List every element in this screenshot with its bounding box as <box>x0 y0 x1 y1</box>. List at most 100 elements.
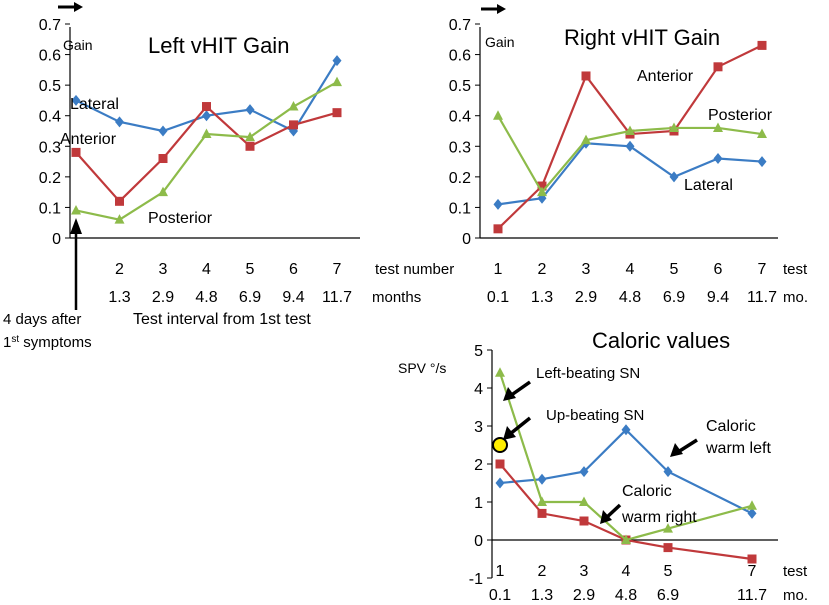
data-point-left-beating-sn <box>621 534 631 544</box>
data-point-posterior <box>757 128 767 139</box>
data-point-posterior <box>581 134 591 145</box>
right-series-group <box>493 40 767 234</box>
data-point-caloric-warm-left <box>495 477 505 489</box>
right-label-anterior: Anterior <box>637 68 694 85</box>
y-tick-label: 4 <box>474 381 483 398</box>
x-month-label: 4.8 <box>195 289 217 306</box>
x-month-label: 4.8 <box>615 587 637 604</box>
caloric-label-warm-left-1: Caloric <box>706 418 756 435</box>
left-y-ticks: 0 0.1 0.2 0.3 0.4 0.5 0.6 0.7 <box>39 17 70 248</box>
caloric-chart-title: Caloric values <box>592 328 730 353</box>
caloric-y-label: SPV °/s <box>398 360 446 376</box>
x-tick-label: 1 <box>494 261 503 278</box>
x-tick-label: 4 <box>622 563 631 580</box>
x-month-label: 2.9 <box>575 289 597 306</box>
up-beating-sn-marker <box>492 437 508 453</box>
data-point-caloric-warm-right <box>537 508 547 518</box>
data-point-posterior <box>537 186 547 197</box>
x-month-label: 1.3 <box>531 587 553 604</box>
x-month-label: 1.3 <box>108 289 130 306</box>
warm-left-arrow-icon <box>670 438 698 457</box>
data-point-lateral <box>202 110 211 122</box>
right-x-caption-test: test <box>783 261 808 278</box>
x-tick-label: 3 <box>159 261 168 278</box>
data-point-caloric-warm-left <box>747 507 757 519</box>
x-month-label: 6.9 <box>239 289 261 306</box>
x-month-label: 1.3 <box>531 289 553 306</box>
data-point-lateral <box>669 171 679 183</box>
left-direction-arrow-icon <box>58 2 83 12</box>
caloric-x-ticks: 1 0.1 2 1.3 3 2.9 4 4.8 5 6.9 7 11.7 <box>489 563 767 604</box>
y-tick-label: 0.6 <box>449 48 471 65</box>
data-point-posterior <box>713 122 723 132</box>
left-y-label: Gain <box>63 37 93 53</box>
y-tick-label: -1 <box>469 571 483 588</box>
data-point-lateral <box>71 94 81 106</box>
y-tick-label: 0 <box>474 533 483 550</box>
y-tick-label: 0.7 <box>39 17 61 34</box>
x-month-label: 11.7 <box>322 289 352 306</box>
x-tick-label: 3 <box>580 563 589 580</box>
data-point-anterior <box>245 141 255 151</box>
caloric-series-group <box>492 367 757 564</box>
x-month-label: 2.9 <box>573 587 595 604</box>
data-point-posterior <box>625 125 635 135</box>
left-vhit-panel: Left vHIT Gain Gain 00.10.20.30.40.50.60… <box>3 2 454 351</box>
left-label-anterior: Anterior <box>60 131 117 148</box>
data-point-left-beating-sn <box>537 496 547 506</box>
y-tick-label: 0.4 <box>39 109 61 126</box>
x-tick-label: 5 <box>246 261 255 278</box>
data-point-lateral <box>115 116 124 128</box>
x-tick-label: 7 <box>333 261 342 278</box>
x-tick-label: 5 <box>664 563 673 580</box>
warm-right-arrow-icon <box>600 503 622 524</box>
x-tick-label: 5 <box>670 261 679 278</box>
data-point-anterior <box>493 224 503 234</box>
right-label-lateral: Lateral <box>684 177 733 194</box>
data-point-posterior <box>288 101 299 111</box>
right-x-ticks: 1 0.1 2 1.3 3 2.9 4 4.8 5 6.9 6 9.4 7 11.7 <box>487 261 777 306</box>
x-tick-label: 7 <box>748 563 757 580</box>
left-series-group <box>71 55 342 224</box>
right-direction-arrow-icon <box>481 4 506 14</box>
y-tick-label: 3 <box>474 419 483 436</box>
data-point-caloric-warm-left <box>663 466 673 478</box>
data-point-posterior <box>158 186 168 197</box>
data-point-anterior <box>713 62 723 72</box>
x-tick-label: 6 <box>714 261 723 278</box>
data-point-lateral <box>332 55 342 67</box>
caloric-x-caption-months: mo. <box>783 587 808 604</box>
left-x-caption-test: test number <box>375 261 454 278</box>
y-tick-label: 0.3 <box>449 139 471 156</box>
data-point-posterior <box>332 76 342 87</box>
data-point-lateral <box>757 156 767 168</box>
y-tick-label: 0.3 <box>39 139 61 156</box>
caloric-y-ticks: -1 0 1 2 3 4 5 <box>469 343 492 588</box>
y-tick-label: 2 <box>474 457 483 474</box>
y-tick-label: 0 <box>52 231 61 248</box>
y-tick-label: 0.6 <box>39 48 61 65</box>
data-point-anterior <box>581 71 591 81</box>
data-point-caloric-warm-right <box>495 459 505 469</box>
data-point-caloric-warm-left <box>579 466 589 478</box>
data-point-lateral <box>625 140 635 152</box>
data-point-caloric-warm-left <box>537 473 547 485</box>
data-point-posterior <box>201 128 212 139</box>
y-tick-label: 0.5 <box>39 78 61 95</box>
data-point-anterior <box>202 102 211 112</box>
x-month-label: 11.7 <box>747 289 777 306</box>
right-y-ticks: 0 0.1 0.2 0.3 0.4 0.5 0.6 0.7 <box>449 17 480 248</box>
caloric-x-caption-test: test <box>783 563 808 580</box>
caloric-label-warm-right-2: warm right <box>621 509 697 526</box>
x-month-label: 6.9 <box>663 289 685 306</box>
data-point-caloric-warm-right <box>579 516 589 526</box>
x-tick-label: 2 <box>115 261 124 278</box>
x-month-label: 9.4 <box>707 289 729 306</box>
y-tick-label: 0 <box>462 231 471 248</box>
data-point-caloric-warm-left <box>621 424 631 436</box>
data-point-anterior <box>115 196 124 206</box>
data-point-anterior <box>757 40 767 50</box>
data-point-left-beating-sn <box>663 523 673 533</box>
